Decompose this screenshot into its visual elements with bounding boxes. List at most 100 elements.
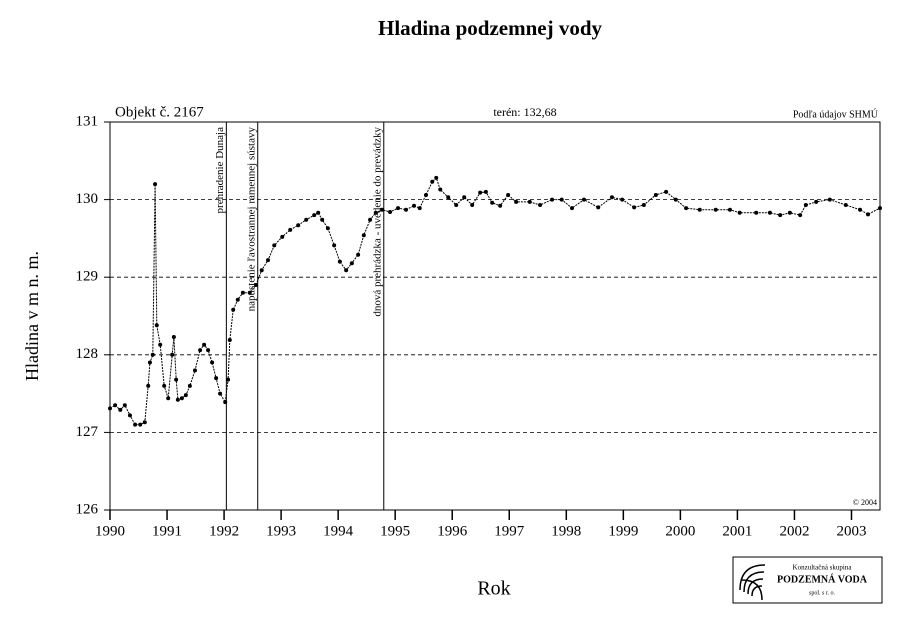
data-point	[713, 207, 718, 212]
data-point	[171, 334, 176, 339]
x-tick-label: 1999	[608, 523, 638, 539]
data-point	[154, 323, 159, 328]
data-point	[412, 203, 417, 208]
data-point	[133, 422, 138, 427]
data-point	[198, 348, 203, 353]
chart-title: Hladina podzemnej vody	[378, 16, 603, 40]
x-axis-label: Rok	[477, 578, 510, 600]
data-point	[166, 396, 171, 401]
data-point	[843, 203, 848, 208]
event-label: napustenie ľavostrannej ramennej sústavy	[245, 127, 257, 312]
logo: Konzultačná skupina PODZEMNÁ VODA spol. …	[732, 556, 883, 604]
data-point	[361, 233, 366, 238]
terrain-label: terén: 132,68	[493, 105, 556, 119]
data-point	[170, 352, 175, 357]
data-point	[803, 203, 808, 208]
x-tick-label: 2003	[836, 523, 866, 539]
data-point	[174, 377, 179, 382]
data-point	[108, 406, 112, 411]
data-point	[158, 342, 163, 347]
data-point	[373, 210, 378, 215]
data-point	[356, 252, 361, 257]
data-point	[727, 207, 732, 212]
data-point	[202, 342, 207, 347]
data-point	[153, 182, 158, 187]
data-point	[787, 210, 792, 215]
logo-icon	[739, 564, 766, 601]
data-point	[697, 207, 702, 212]
data-point	[325, 226, 330, 231]
data-point	[227, 338, 232, 343]
data-point	[527, 199, 532, 204]
data-point	[478, 190, 483, 195]
data-point	[538, 203, 543, 208]
data-point	[127, 413, 132, 418]
data-point	[288, 227, 293, 232]
data-point	[396, 206, 401, 211]
y-tick-label: 127	[76, 424, 99, 440]
data-point	[304, 217, 309, 222]
x-tick-label: 1992	[209, 523, 239, 539]
data-point	[146, 383, 151, 388]
data-point	[259, 268, 264, 273]
data-point	[423, 192, 428, 197]
data-point	[380, 207, 385, 212]
data-point	[462, 195, 467, 200]
data-point	[866, 212, 871, 217]
data-point	[223, 400, 228, 405]
x-tick-label: 1994	[323, 523, 354, 539]
data-point	[798, 213, 803, 218]
data-point	[332, 243, 337, 248]
data-point	[446, 195, 451, 200]
x-tick-label: 2001	[722, 523, 752, 539]
data-point	[312, 213, 317, 218]
data-point	[684, 206, 689, 211]
data-point	[218, 391, 223, 396]
logo-line1: Konzultačná skupina	[793, 564, 853, 572]
data-point	[316, 210, 321, 215]
data-point	[280, 234, 285, 239]
data-point	[664, 189, 669, 194]
data-point	[150, 352, 155, 357]
data-point	[827, 197, 832, 202]
data-point	[214, 376, 219, 381]
x-tick-label: 1995	[380, 523, 410, 539]
data-point	[183, 393, 188, 398]
data-point	[506, 192, 511, 197]
data-point	[240, 290, 245, 295]
data-point	[272, 243, 277, 248]
data-point	[754, 210, 759, 215]
data-point	[138, 422, 143, 427]
data-point	[162, 383, 167, 388]
data-point	[814, 199, 819, 204]
data-point	[349, 261, 354, 266]
data-point	[550, 197, 555, 202]
data-point	[596, 205, 601, 210]
data-point	[404, 207, 409, 212]
logo-line2: PODZEMNÁ VODA	[777, 573, 868, 585]
x-tick-label: 1993	[266, 523, 296, 539]
data-point	[767, 210, 772, 215]
data-point	[206, 348, 211, 353]
y-tick-label: 130	[76, 191, 99, 207]
x-tick-label: 2002	[779, 523, 809, 539]
data-point	[210, 360, 215, 365]
data-point	[632, 205, 637, 210]
data-point	[417, 206, 422, 211]
x-tick-label: 1997	[494, 523, 525, 539]
event-label: prehradenie Dunaja	[214, 127, 226, 214]
data-point	[192, 368, 197, 373]
data-point	[858, 207, 863, 212]
y-tick-label: 129	[76, 269, 99, 285]
source-label: Podľa údajov SHMÚ	[793, 108, 879, 120]
data-point	[653, 192, 658, 197]
plot-area	[109, 121, 881, 511]
data-point	[296, 223, 301, 228]
data-point	[388, 210, 393, 215]
data-point	[878, 206, 882, 211]
data-point	[226, 377, 231, 382]
event-label: dnová prehrádzka - uvedenie do prevádzky	[371, 127, 383, 317]
x-tick-label: 1998	[551, 523, 581, 539]
data-point	[265, 258, 270, 263]
